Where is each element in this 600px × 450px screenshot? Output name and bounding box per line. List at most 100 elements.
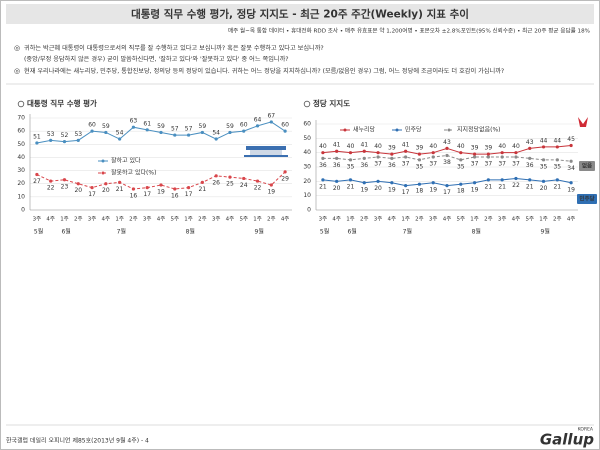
point xyxy=(445,184,449,188)
x-tick-label: 1주 xyxy=(115,216,124,223)
point xyxy=(186,186,191,190)
value-label: 21 xyxy=(485,183,493,190)
month-label: 7월 xyxy=(403,228,412,236)
point xyxy=(541,145,546,149)
value-label: 17 xyxy=(88,191,96,198)
legend-marker xyxy=(101,171,105,175)
point xyxy=(321,151,325,155)
point xyxy=(445,153,449,158)
point xyxy=(104,182,108,186)
x-tick-label: 2주 xyxy=(198,216,207,223)
value-label: 27 xyxy=(33,178,41,185)
point xyxy=(145,186,149,190)
value-label: 36 xyxy=(319,162,327,169)
point xyxy=(500,155,504,159)
point xyxy=(390,152,394,156)
logo: Gallup xyxy=(540,431,594,449)
point xyxy=(514,151,518,155)
x-tick-label: 3주 xyxy=(212,216,221,223)
value-label: 41 xyxy=(360,142,368,149)
point xyxy=(283,129,287,133)
point xyxy=(214,137,218,141)
month-label: 9월 xyxy=(541,228,550,236)
point xyxy=(348,151,353,155)
value-label: 19 xyxy=(429,186,437,193)
value-label: 22 xyxy=(512,182,520,189)
y-tick-label: 30 xyxy=(303,164,311,171)
x-tick-label: 4주 xyxy=(226,216,235,223)
point xyxy=(390,156,394,160)
x-tick-label: 4주 xyxy=(332,216,341,223)
x-tick-label: 1주 xyxy=(60,216,69,223)
point xyxy=(555,178,559,182)
point xyxy=(104,130,108,135)
logo-sub: KOREA xyxy=(578,427,594,433)
question: 현재 우리나라에는 새누리당, 민주당, 통합진보당, 정의당 등의 정당이 있… xyxy=(24,67,504,75)
chart-title: 대통령 직무 수행 평가 xyxy=(27,98,97,108)
value-label: 24 xyxy=(240,182,248,189)
point xyxy=(214,174,218,178)
bullet: ◎ xyxy=(14,67,20,75)
x-tick-label: 3주 xyxy=(498,216,507,223)
value-label: 19 xyxy=(567,186,575,193)
x-tick-label: 2주 xyxy=(267,216,276,223)
y-tick-label: 20 xyxy=(17,180,25,187)
point xyxy=(431,155,435,159)
value-label: 18 xyxy=(457,188,465,195)
y-tick-label: 20 xyxy=(303,178,311,185)
x-tick-label: 1주 xyxy=(253,216,262,223)
value-label: 54 xyxy=(212,130,220,137)
x-tick-label: 2주 xyxy=(484,216,493,223)
point xyxy=(49,138,53,142)
value-label: 39 xyxy=(416,145,424,152)
x-tick-label: 4주 xyxy=(281,216,290,223)
value-label: 57 xyxy=(185,126,193,133)
point xyxy=(159,130,163,135)
value-label: 22 xyxy=(47,185,55,192)
month-label: 5월 xyxy=(320,228,329,236)
value-label: 57 xyxy=(171,126,179,133)
point xyxy=(269,120,273,124)
legend-label: 지지정당없음(%) xyxy=(457,126,501,134)
point xyxy=(228,175,232,179)
value-label: 21 xyxy=(498,183,506,190)
point xyxy=(200,180,204,184)
page-subtitle: 매주 월~목 통합 데이터 • 휴대전화 RDD 조사 • 매주 유효표본 약 … xyxy=(228,27,590,35)
point xyxy=(376,151,380,155)
point xyxy=(200,130,204,135)
value-label: 37 xyxy=(498,160,506,167)
point xyxy=(500,151,504,155)
point xyxy=(118,137,122,141)
y-tick-label: 10 xyxy=(17,193,25,200)
point xyxy=(35,172,39,177)
value-label: 26 xyxy=(212,179,220,186)
value-label: 37 xyxy=(512,160,520,167)
value-label: 23 xyxy=(61,183,69,190)
point xyxy=(255,179,260,183)
x-tick-label: 5주 xyxy=(239,216,248,223)
value-label: 20 xyxy=(374,185,382,192)
title-bullet xyxy=(303,100,311,108)
point xyxy=(76,138,80,142)
x-tick-label: 5주 xyxy=(525,216,534,223)
point xyxy=(49,179,53,183)
point xyxy=(500,178,504,182)
value-label: 41 xyxy=(333,142,341,149)
value-label: 17 xyxy=(185,191,193,198)
x-tick-label: 4주 xyxy=(157,216,166,223)
value-label: 37 xyxy=(374,160,382,167)
value-label: 17 xyxy=(402,189,410,196)
point xyxy=(528,178,532,182)
x-tick-label: 1주 xyxy=(184,216,193,223)
point xyxy=(228,130,232,135)
footer-source: 한국갤럽 데일리 오피니언 제85호(2013년 9월 4주) - 4 xyxy=(6,437,149,445)
value-label: 44 xyxy=(540,137,548,144)
point xyxy=(528,146,532,150)
value-label: 59 xyxy=(157,123,165,130)
x-tick-label: 4주 xyxy=(567,216,576,223)
point xyxy=(335,179,339,183)
point xyxy=(255,124,260,128)
value-label: 19 xyxy=(388,186,396,193)
value-label: 39 xyxy=(485,145,493,152)
